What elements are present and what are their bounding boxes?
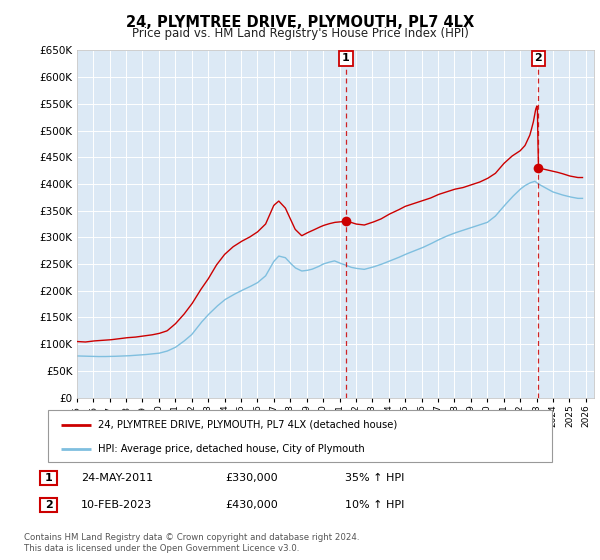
Text: 2: 2 xyxy=(45,500,52,510)
Text: 2: 2 xyxy=(535,53,542,63)
Text: 24, PLYMTREE DRIVE, PLYMOUTH, PL7 4LX: 24, PLYMTREE DRIVE, PLYMOUTH, PL7 4LX xyxy=(126,15,474,30)
Text: 1: 1 xyxy=(342,53,350,63)
Text: £430,000: £430,000 xyxy=(225,500,278,510)
Text: 35% ↑ HPI: 35% ↑ HPI xyxy=(345,473,404,483)
Text: £330,000: £330,000 xyxy=(225,473,278,483)
Text: HPI: Average price, detached house, City of Plymouth: HPI: Average price, detached house, City… xyxy=(98,444,365,454)
FancyBboxPatch shape xyxy=(48,410,552,462)
FancyBboxPatch shape xyxy=(40,497,57,512)
Text: 10-FEB-2023: 10-FEB-2023 xyxy=(81,500,152,510)
Text: Price paid vs. HM Land Registry's House Price Index (HPI): Price paid vs. HM Land Registry's House … xyxy=(131,27,469,40)
Text: Contains HM Land Registry data © Crown copyright and database right 2024.: Contains HM Land Registry data © Crown c… xyxy=(24,533,359,542)
Text: 10% ↑ HPI: 10% ↑ HPI xyxy=(345,500,404,510)
Text: This data is licensed under the Open Government Licence v3.0.: This data is licensed under the Open Gov… xyxy=(24,544,299,553)
Text: 24-MAY-2011: 24-MAY-2011 xyxy=(81,473,153,483)
FancyBboxPatch shape xyxy=(40,471,57,486)
Text: 1: 1 xyxy=(45,473,52,483)
Text: 24, PLYMTREE DRIVE, PLYMOUTH, PL7 4LX (detached house): 24, PLYMTREE DRIVE, PLYMOUTH, PL7 4LX (d… xyxy=(98,420,398,430)
